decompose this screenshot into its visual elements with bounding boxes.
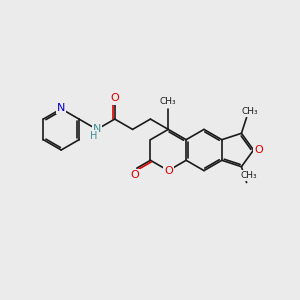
Text: H: H [90, 131, 98, 141]
Text: N: N [57, 103, 65, 113]
Text: O: O [164, 166, 173, 176]
Text: O: O [254, 145, 263, 155]
Text: CH₃: CH₃ [160, 98, 177, 106]
Text: CH₃: CH₃ [241, 107, 258, 116]
Text: CH₃: CH₃ [240, 171, 257, 180]
Text: O: O [110, 94, 119, 103]
Text: N: N [93, 124, 101, 134]
Text: O: O [130, 170, 139, 180]
